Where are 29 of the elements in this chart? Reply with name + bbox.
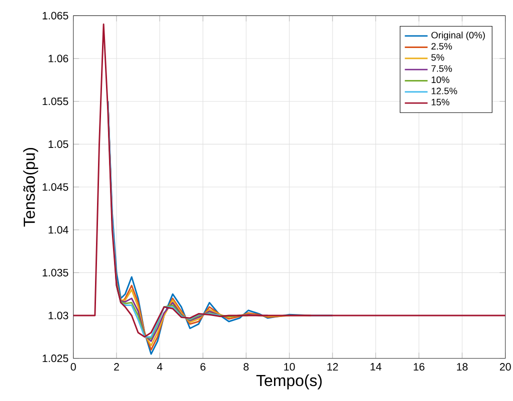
x-tick-label: 18 [457, 363, 468, 371]
y-axis-title: Tensão(pu) [23, 148, 38, 227]
x-tick-label: 4 [157, 363, 162, 370]
y-tick-label: 1.055 [42, 98, 68, 106]
y-tick-label: 1.065 [42, 12, 68, 20]
x-tick-label: 2 [114, 363, 119, 370]
y-tick-label: 1.035 [42, 268, 68, 276]
x-tick-label: 10 [284, 363, 295, 371]
x-axis-title: Tempo(s) [256, 374, 322, 390]
y-tick-label: 1.045 [42, 183, 68, 191]
y-tick-label: 1.04 [48, 226, 68, 234]
x-tick-label: 0 [70, 363, 76, 371]
x-tick-label: 20 [500, 363, 511, 371]
x-tick-label: 8 [244, 363, 249, 371]
legend-label: 12.5% [432, 88, 458, 94]
x-tick-label: 12 [327, 363, 338, 370]
y-tick-label: 1.03 [48, 312, 68, 320]
legend-label: 2.5% [431, 43, 452, 50]
legend-label: 7.5% [431, 65, 452, 72]
legend-label: Original (0%) [431, 32, 485, 40]
y-tick-label: 1.05 [48, 140, 68, 148]
legend-label: 10% [432, 76, 450, 84]
legend-label: 15% [432, 98, 450, 106]
y-tick-label: 1.06 [48, 54, 68, 62]
x-tick-label: 14 [370, 363, 382, 370]
x-tick-label: 16 [414, 363, 424, 371]
y-tick-label: 1.025 [42, 354, 68, 362]
x-tick-label: 6 [200, 363, 206, 371]
legend-label: 5% [431, 54, 444, 61]
